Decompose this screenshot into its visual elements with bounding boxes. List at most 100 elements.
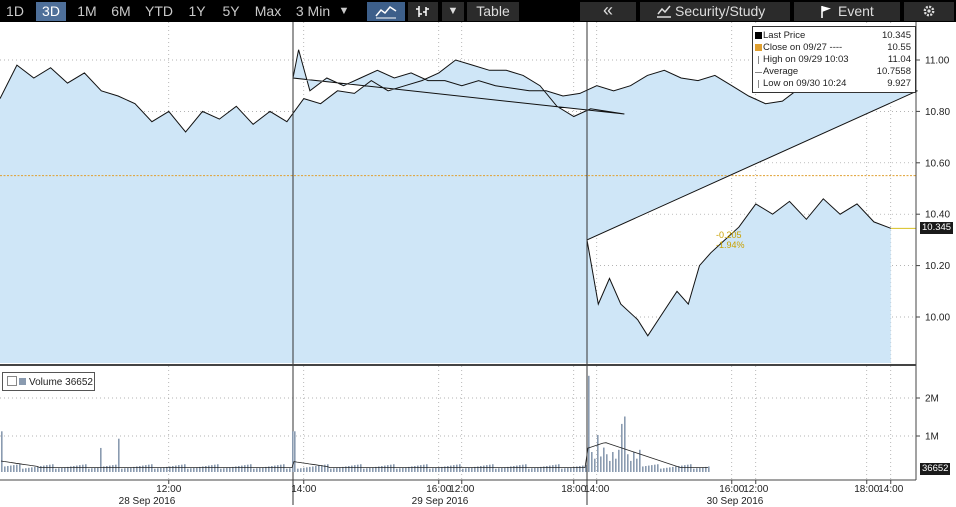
ohlc-bar-icon[interactable] [408,2,438,21]
volume-bar [262,467,264,472]
volume-bar [417,465,419,472]
volume-bar [627,454,629,472]
volume-bar [166,466,168,472]
volume-bar [468,467,470,472]
collapse-panel-button[interactable]: « [580,1,636,21]
volume-bar [55,468,57,472]
range-5y-tab[interactable]: 5Y [222,3,240,19]
average-marker-icon [755,72,762,73]
volume-bar [678,466,680,472]
low-marker-icon [758,80,759,88]
volume-bar [360,464,362,472]
price-tick-label: 11.00 [925,56,950,67]
line-chart-icon[interactable] [367,2,405,21]
volume-bar [552,465,554,472]
volume-bar [309,466,311,472]
volume-bar [372,467,374,472]
volume-bar [582,465,584,472]
volume-bar [292,431,294,472]
volume-bar [399,468,401,472]
volume-toggle-checkbox[interactable] [7,376,17,386]
volume-bar [268,466,270,472]
last-price-tag: 10.345 [920,222,954,234]
range-ytd-tab[interactable]: YTD [145,3,173,19]
price-area-fill [0,49,918,363]
volume-bar [73,466,75,472]
volume-bar [154,468,156,472]
volume-bar [148,464,150,472]
volume-tick-label: 1M [925,432,939,443]
volume-bar [489,464,491,472]
volume-bar [321,465,323,472]
interval-dropdown[interactable]: 3 Min [295,3,331,19]
range-3d-tab[interactable]: 3D [36,2,66,21]
volume-bar [244,465,246,472]
volume-bar [136,466,138,472]
volume-bar [52,464,54,472]
legend-close-label: Close on 09/27 ---- [763,42,843,53]
volume-bar [573,466,575,472]
volume-bar [88,468,90,472]
volume-bar [151,464,153,472]
volume-bar [699,467,701,472]
volume-bar [64,467,66,472]
volume-bar [160,467,162,472]
chart-toolbar: 1D 3D 1M 6M YTD 1Y 5Y Max 3 Min ▼ ▼ Tabl… [0,0,956,22]
security-study-button[interactable]: Security/Study [640,2,790,21]
volume-bar [639,449,641,472]
volume-bar [525,464,527,472]
range-1m-tab[interactable]: 1M [77,3,97,19]
volume-bar [591,452,593,472]
volume-bar [438,467,440,472]
volume-bar [648,465,650,472]
legend-close-value: 10.55 [887,42,911,53]
volume-bar [97,467,99,472]
gear-icon[interactable] [904,2,954,21]
volume-bar [184,464,186,472]
range-max-tab[interactable]: Max [254,3,282,19]
volume-bar [91,468,93,472]
volume-bar [501,467,503,472]
volume-tick-label: 2M [925,394,939,405]
volume-bar [696,468,698,472]
table-button[interactable]: Table [467,2,519,21]
volume-bar [157,468,159,472]
security-study-label: Security/Study [675,3,766,19]
volume-bar [333,468,335,472]
range-6m-tab[interactable]: 6M [111,3,131,19]
volume-bar [43,465,45,472]
legend-average-label: Average [763,66,799,77]
volume-bar [441,466,443,472]
price-axis: 11.00 10.80 10.60 10.40 10.20 10.00 [916,56,950,324]
volume-bar [118,438,120,472]
legend-last-price: Last Price 10.345 [755,30,911,42]
volume-bar [666,467,668,472]
volume-bar [495,468,497,472]
volume-bar [256,468,258,472]
range-1y-tab[interactable]: 1Y [188,3,206,19]
volume-bar [462,468,464,472]
volume-bar [339,467,341,472]
volume-bar [402,467,404,472]
volume-bar [588,375,590,472]
volume-bar [196,467,198,472]
time-tick-label: 14:00 [584,484,609,495]
interval-dropdown-arrow-icon[interactable]: ▼ [338,5,350,17]
range-1d-tab[interactable]: 1D [6,3,24,19]
volume-bar [579,466,581,472]
volume-bar [82,464,84,472]
volume-bar [681,465,683,472]
volume-legend: Volume 36652 [2,372,95,391]
volume-bar [217,464,219,472]
volume-bar [555,464,557,472]
chart-type-dropdown-arrow-icon[interactable]: ▼ [442,2,464,21]
volume-bar [250,464,252,472]
time-tick-label: 12:00 [156,484,181,495]
volume-bar [10,465,12,472]
event-button[interactable]: Event [794,2,900,21]
change-percent: -1.94% [716,240,745,250]
volume-bar [241,465,243,472]
volume-bar [142,465,144,472]
volume-bar [504,467,506,472]
volume-bar [516,465,518,472]
